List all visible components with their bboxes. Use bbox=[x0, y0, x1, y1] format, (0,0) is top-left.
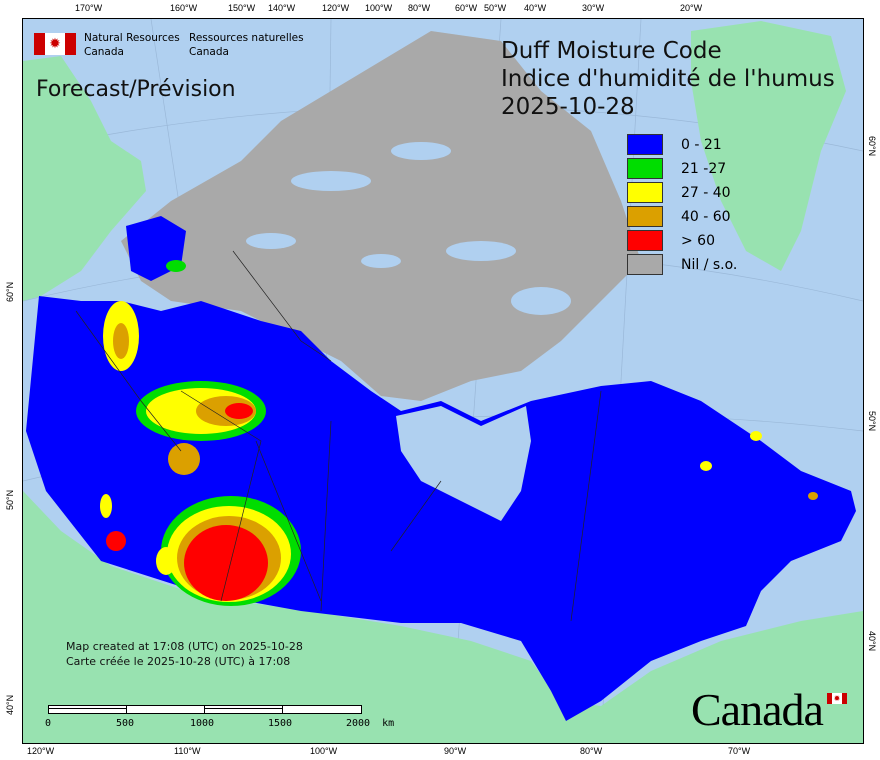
agency-line: Ressources naturelles bbox=[189, 32, 304, 44]
legend-item: > 60 bbox=[627, 230, 715, 251]
legend-item: 21 -27 bbox=[627, 158, 726, 179]
map-frame: ✹ Natural Resources Canada Ressources na… bbox=[22, 18, 864, 744]
wordmark-flag-icon: ✹ bbox=[827, 693, 847, 704]
legend-item: 0 - 21 bbox=[627, 134, 722, 155]
arctic-no-data bbox=[121, 31, 641, 401]
map-title: Duff Moisture Code Indice d'humidité de … bbox=[501, 37, 835, 121]
lon-label: 50°W bbox=[484, 3, 507, 13]
scale-label: 1000 bbox=[190, 718, 215, 729]
agency-line: Canada bbox=[84, 46, 124, 58]
lon-label: 70°W bbox=[728, 746, 751, 756]
canada-flag-icon: ✹ bbox=[34, 33, 76, 55]
legend-swatch bbox=[627, 134, 663, 155]
title-en: Duff Moisture Code bbox=[501, 38, 722, 64]
legend-item: Nil / s.o. bbox=[627, 254, 737, 275]
arctic-channels bbox=[246, 142, 571, 315]
legend-swatch bbox=[627, 158, 663, 179]
dmc-hotspots bbox=[100, 260, 818, 606]
legend-label: > 60 bbox=[681, 232, 715, 249]
lon-label: 160°W bbox=[170, 3, 198, 13]
legend-label: 27 - 40 bbox=[681, 184, 731, 201]
lon-label: 100°W bbox=[365, 3, 393, 13]
greenland-land bbox=[691, 21, 846, 271]
lon-label: 100°W bbox=[310, 746, 338, 756]
hudson-bay bbox=[396, 406, 531, 521]
scale-label: 2000 km bbox=[346, 718, 395, 729]
lon-label: 30°W bbox=[582, 3, 605, 13]
credit-en: Map created at 17:08 (UTC) on 2025-10-28 bbox=[66, 640, 303, 653]
boundaries bbox=[75, 250, 602, 622]
legend-item: 27 - 40 bbox=[627, 182, 731, 203]
lat-label: 60°N bbox=[867, 136, 877, 157]
lon-label: 170°W bbox=[75, 3, 103, 13]
lon-label: 140°W bbox=[268, 3, 296, 13]
legend-item: 40 - 60 bbox=[627, 206, 731, 227]
scale-label: 1500 bbox=[268, 718, 293, 729]
agency-line: Canada bbox=[189, 46, 229, 58]
legend-swatch bbox=[627, 254, 663, 275]
legend-label: 40 - 60 bbox=[681, 208, 731, 225]
credit-fr: Carte créée le 2025-10-28 (UTC) à 17:08 bbox=[66, 655, 291, 668]
dmc-map bbox=[23, 19, 863, 743]
lat-label: 50°N bbox=[5, 489, 15, 510]
canada-wordmark: Canada ✹ bbox=[691, 683, 847, 736]
usa-land bbox=[23, 491, 863, 743]
lon-label: 90°W bbox=[444, 746, 467, 756]
agency-name-en: Natural Resources Canada bbox=[84, 31, 180, 59]
wordmark-text: Canada bbox=[691, 684, 824, 735]
lon-label: 20°W bbox=[680, 3, 703, 13]
lat-label: 50°N bbox=[867, 411, 877, 432]
lon-label: 80°W bbox=[580, 746, 603, 756]
lon-label: 120°W bbox=[27, 746, 55, 756]
alaska-land bbox=[23, 56, 146, 301]
lon-label: 60°W bbox=[455, 3, 478, 13]
lat-label: 60°N bbox=[5, 281, 15, 302]
lon-label: 150°W bbox=[228, 3, 256, 13]
legend-swatch bbox=[627, 206, 663, 227]
title-fr: Indice d'humidité de l'humus bbox=[501, 66, 835, 92]
legend-label: Nil / s.o. bbox=[681, 256, 738, 273]
lat-label: 40°N bbox=[867, 631, 877, 652]
lon-label: 110°W bbox=[174, 746, 201, 756]
scale-label: 0 bbox=[45, 718, 52, 729]
forecast-label: Forecast/Prévision bbox=[36, 77, 236, 102]
map-date: 2025-10-28 bbox=[501, 94, 635, 120]
legend-label: 0 - 21 bbox=[681, 136, 722, 153]
lat-label: 40°N bbox=[5, 694, 15, 715]
agency-name-fr: Ressources naturelles Canada bbox=[189, 31, 304, 59]
lon-label: 40°W bbox=[524, 3, 547, 13]
scale-label: 500 bbox=[116, 718, 135, 729]
map-credit: Map created at 17:08 (UTC) on 2025-10-28… bbox=[66, 639, 303, 669]
legend-swatch bbox=[627, 182, 663, 203]
lon-label: 80°W bbox=[408, 3, 431, 13]
lon-label: 120°W bbox=[322, 3, 350, 13]
agency-line: Natural Resources bbox=[84, 32, 180, 44]
legend-label: 21 -27 bbox=[681, 160, 727, 177]
legend-swatch bbox=[627, 230, 663, 251]
